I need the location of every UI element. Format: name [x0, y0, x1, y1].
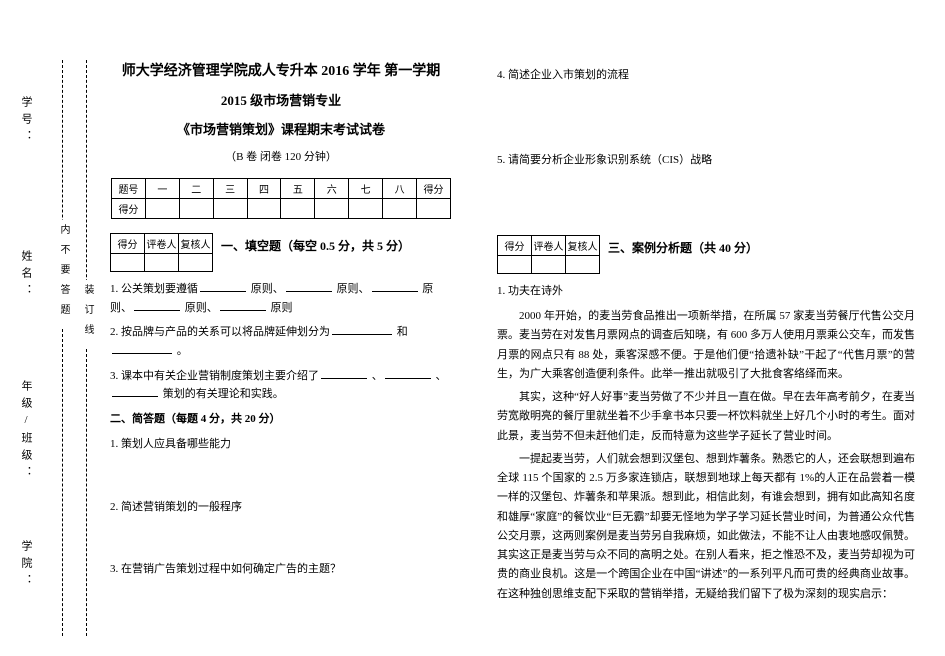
binding-note-b: 装订线	[80, 280, 95, 348]
page-right: 4. 简述企业入市策划的流程 5. 请简要分析企业形象识别系统（CIS）战略 得…	[472, 0, 945, 656]
section-1-title: 一、填空题（每空 0.5 分，共 5 分）	[221, 233, 410, 254]
q2-3: 3. 在营销广告策划过程中如何确定广告的主题？	[110, 560, 452, 579]
fill-blank[interactable]	[321, 367, 367, 379]
answer-space	[497, 207, 915, 229]
section-1-header: 得分评卷人复核人 一、填空题（每空 0.5 分，共 5 分）	[110, 233, 452, 272]
row-label: 得分	[112, 199, 146, 219]
fill-blank[interactable]	[200, 280, 246, 292]
score-grid: 题号 一 二 三 四 五 六 七 八 得分 得分	[111, 178, 451, 219]
row-label: 题号	[112, 179, 146, 199]
marker-grid: 得分评卷人复核人	[110, 233, 213, 272]
fill-blank[interactable]	[220, 299, 266, 311]
q1-3: 3. 课本中有关企业营销制度策划主要介绍了 、 、 策划的有关理论和实践。	[110, 367, 452, 404]
section-3-title: 三、案例分析题（共 40 分）	[608, 235, 758, 256]
q1-2: 2. 按品牌与产品的关系可以将品牌延伸划分为 和 。	[110, 323, 452, 360]
q2-1: 1. 策划人应具备哪些能力	[110, 435, 452, 454]
binding-dashed-line	[62, 60, 63, 636]
title-line-1: 师大学经济管理学院成人专升本 2016 学年 第一学期	[110, 60, 452, 80]
case-paragraph: 一提起麦当劳，人们就会想到汉堡包、想到炸薯条。熟悉它的人，还会联想到遍布全球 1…	[497, 450, 915, 604]
fill-blank[interactable]	[385, 367, 431, 379]
answer-space	[497, 123, 915, 145]
title-line-2: 2015 级市场营销专业	[110, 90, 452, 109]
fill-blank[interactable]	[112, 342, 172, 354]
section-3-header: 得分评卷人复核人 三、案例分析题（共 40 分）	[497, 235, 915, 274]
q2-2: 2. 简述营销策划的一般程序	[110, 498, 452, 517]
q3-1: 1. 功夫在诗外	[497, 282, 915, 301]
case-paragraph: 其实，这种“好人好事”麦当劳做了不少并且一直在做。早在去年高考前夕，在麦当劳宽敞…	[497, 388, 915, 446]
answer-space	[110, 460, 452, 492]
table-row: 题号 一 二 三 四 五 六 七 八 得分	[112, 179, 451, 199]
table-row: 得分	[112, 199, 451, 219]
binding-label-class: 年级/班级：	[18, 380, 34, 483]
section-2-title: 二、简答题（每题 4 分，共 20 分）	[110, 410, 452, 429]
q2-4: 4. 简述企业入市策划的流程	[497, 66, 915, 85]
binding-note-a: 内不要答题	[56, 220, 71, 328]
page-left: 学号： 姓名： 年级/班级： 学院： 内不要答题 装订线 师大学经济管理学院成人…	[0, 0, 472, 656]
fill-blank[interactable]	[332, 323, 392, 335]
answer-space	[110, 522, 452, 554]
fill-blank[interactable]	[134, 299, 180, 311]
q1-1: 1. 公关策划要遵循 原则、 原则、 原则、 原则、 原则	[110, 280, 452, 317]
answer-space	[497, 175, 915, 207]
binding-edge: 学号： 姓名： 年级/班级： 学院： 内不要答题 装订线	[0, 0, 110, 656]
marker-grid: 得分评卷人复核人	[497, 235, 600, 274]
q2-5: 5. 请简要分析企业形象识别系统（CIS）战略	[497, 151, 915, 170]
binding-label-dept: 学院：	[18, 540, 34, 591]
binding-label-name: 姓名：	[18, 250, 34, 301]
fill-blank[interactable]	[112, 385, 158, 397]
case-paragraph: 2000 年开始，的麦当劳食品推出一项新举措，在所属 57 家麦当劳餐厅代售公交…	[497, 307, 915, 384]
answer-space	[497, 91, 915, 123]
subtitle: （B 卷 闭卷 120 分钟）	[110, 148, 452, 164]
binding-label-id: 学号：	[18, 96, 34, 147]
binding-dashed-line	[86, 60, 87, 636]
fill-blank[interactable]	[286, 280, 332, 292]
title-line-3: 《市场营销策划》课程期末考试试卷	[110, 119, 452, 138]
fill-blank[interactable]	[372, 280, 418, 292]
